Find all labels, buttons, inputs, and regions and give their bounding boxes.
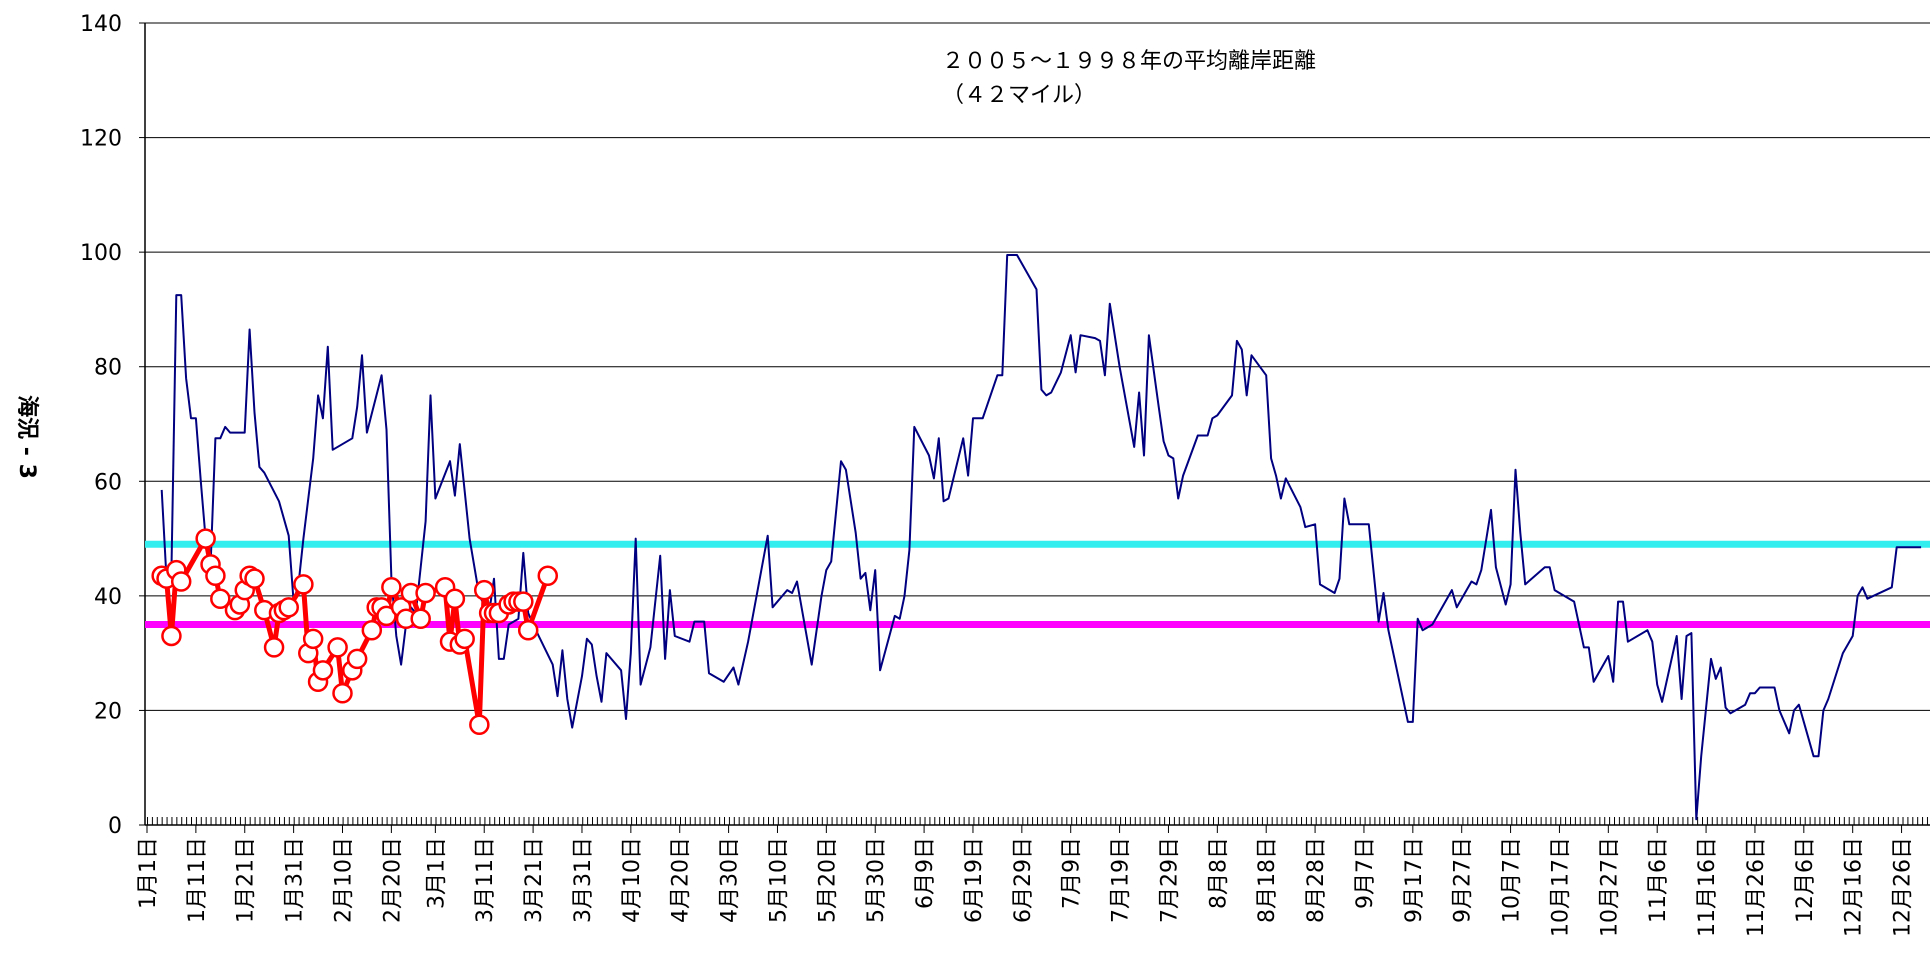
x-tick-label: 5月10日 — [766, 837, 791, 923]
data-point — [170, 571, 192, 592]
data-point — [473, 579, 495, 601]
y-tick-label: 20 — [94, 699, 122, 724]
data-point — [205, 565, 226, 587]
y-axis-label: 海況 - 3 — [14, 395, 40, 479]
x-tick-label: 9月7日 — [1353, 837, 1378, 909]
y-tick-label: 60 — [94, 470, 122, 495]
data-point — [210, 588, 231, 609]
y-tick-label: 40 — [94, 585, 122, 610]
y-tick-label: 80 — [94, 356, 122, 381]
data-point — [381, 577, 402, 598]
data-point — [312, 660, 334, 681]
x-tick-label: 4月20日 — [669, 837, 694, 923]
x-tick-label: 7月29日 — [1157, 837, 1182, 923]
y-tick-label: 0 — [108, 814, 122, 839]
x-tick-label: 5月20日 — [815, 837, 840, 923]
data-point — [410, 608, 431, 630]
x-tick-label: 11月16日 — [1695, 837, 1720, 937]
x-tick-label: 7月19日 — [1109, 837, 1134, 923]
data-point — [244, 568, 265, 589]
x-tick-label: 8月8日 — [1206, 837, 1231, 909]
x-tick-label: 10月27日 — [1597, 837, 1622, 937]
x-tick-label: 12月16日 — [1842, 837, 1867, 937]
x-tick-label: 1月31日 — [283, 837, 308, 923]
data-point — [263, 637, 285, 658]
x-tick-label: 4月30日 — [718, 837, 743, 923]
data-point — [513, 591, 534, 612]
data-point — [278, 597, 299, 618]
series-line — [160, 254, 1922, 821]
data-point — [537, 565, 559, 587]
x-tick-label: 10月17日 — [1548, 837, 1573, 937]
data-point — [454, 628, 475, 650]
x-tick-label: 4月10日 — [620, 837, 645, 923]
x-tick-label: 9月27日 — [1451, 837, 1476, 923]
x-tick-label: 6月9日 — [913, 837, 938, 909]
x-tick-label: 11月6日 — [1646, 837, 1671, 923]
y-tick-label: 120 — [80, 127, 122, 152]
data-point — [361, 619, 383, 641]
y-tick-label: 140 — [80, 12, 122, 37]
data-point — [332, 682, 353, 704]
data-point — [161, 625, 182, 647]
data-point — [376, 605, 397, 627]
x-tick-label: 3月11日 — [473, 837, 498, 923]
x-tick-label: 1月1日 — [136, 837, 161, 909]
data-point — [293, 574, 314, 595]
minor-ticks — [145, 817, 1930, 825]
x-tick-label: 1月11日 — [185, 837, 210, 923]
annotation: ２００５～１９９８年の平均離岸距離 — [942, 49, 1316, 74]
x-tick-label: 2月10日 — [331, 837, 356, 923]
data-point — [195, 528, 216, 549]
data-point — [469, 714, 490, 735]
data-point — [415, 582, 436, 604]
data-point — [444, 588, 466, 609]
x-tick-label: 1月21日 — [234, 837, 259, 923]
x-tick-label: 5月30日 — [864, 837, 889, 923]
x-tick-label: 2月20日 — [380, 837, 405, 923]
x-tick-label: 3月31日 — [571, 837, 596, 923]
x-tick-label: 6月19日 — [962, 837, 987, 923]
data-point — [346, 648, 368, 670]
y-tick-label: 100 — [80, 241, 122, 266]
x-tick-label: 3月1日 — [424, 837, 449, 909]
x-tick-label: 12月26日 — [1891, 837, 1916, 937]
x-tick-label: 7月9日 — [1060, 837, 1085, 909]
x-tick-label: 9月17日 — [1402, 837, 1427, 923]
data-point — [302, 628, 324, 650]
annotation: （４２マイル） — [942, 83, 1096, 108]
x-tick-label: 8月28日 — [1304, 837, 1329, 923]
data-point — [517, 619, 539, 641]
data-point — [327, 637, 348, 658]
x-tick-label: 6月29日 — [1011, 837, 1036, 923]
x-tick-label: 12月6日 — [1793, 837, 1818, 923]
x-tick-label: 10月7日 — [1500, 837, 1525, 923]
x-tick-label: 8月18日 — [1255, 837, 1280, 923]
x-tick-label: 11月26日 — [1744, 837, 1769, 937]
x-tick-label: 3月21日 — [522, 837, 547, 923]
